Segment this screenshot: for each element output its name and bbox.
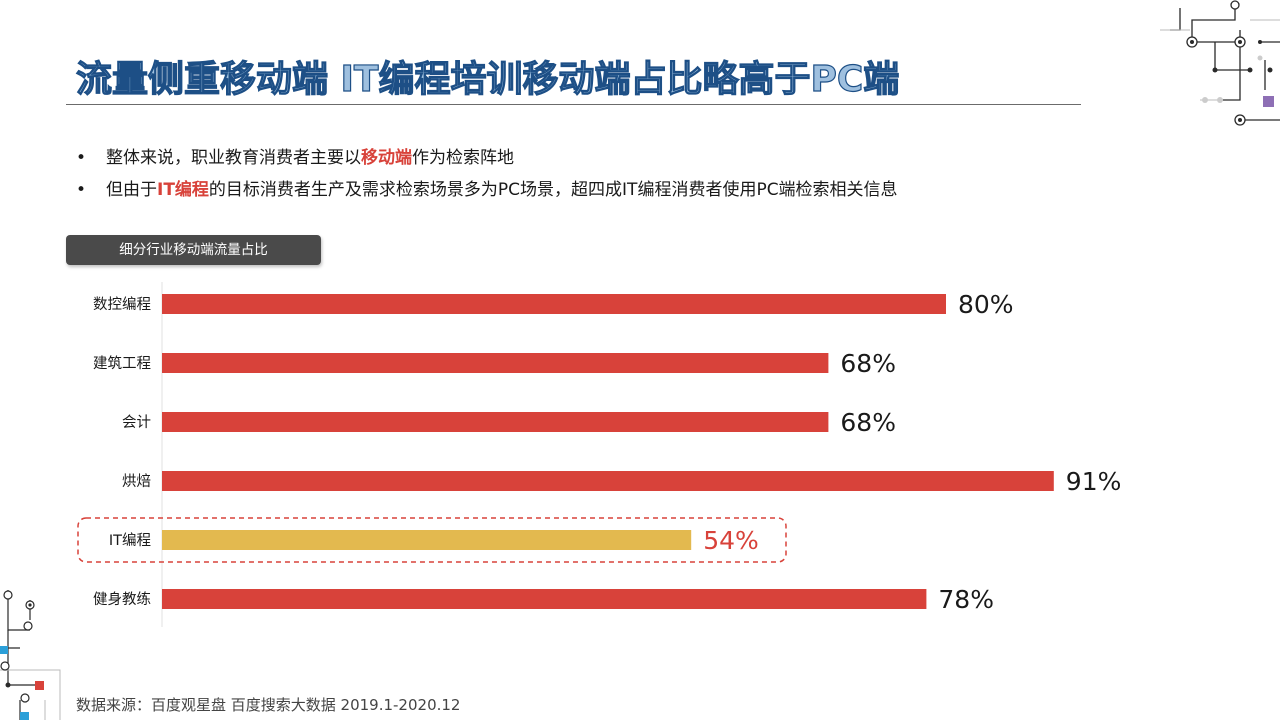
value-label: 54%	[703, 526, 759, 555]
category-label: 建筑工程	[93, 355, 151, 372]
bullet-highlight: 移动端	[361, 148, 412, 168]
data-source-note: 数据来源：百度观星盘 百度搜索大数据 2019.1-2020.12	[76, 696, 461, 714]
bullet-text: 但由于IT编程的目标消费者生产及需求检索场景多为PC场景，超四成IT编程消费者使…	[106, 178, 898, 202]
bullet-text-suffix: 的目标消费者生产及需求检索场景多为PC场景，超四成IT编程消费者使用PC端检索相…	[208, 180, 898, 200]
circuit-decoration-top-right	[1160, 0, 1280, 126]
category-label: IT编程	[109, 532, 151, 549]
category-label: 会计	[122, 414, 151, 431]
bullet-highlight: IT编程	[157, 180, 209, 200]
bullet-dot: •	[76, 180, 87, 200]
title-divider	[66, 104, 1081, 105]
category-label: 健身教练	[93, 591, 151, 608]
page-title: 流量侧重移动端 IT编程培训移动端占比略高于PC端	[75, 58, 900, 100]
circuit-decoration-bottom-left	[0, 590, 61, 720]
value-label: 80%	[958, 290, 1014, 319]
bar-4	[162, 471, 1054, 491]
bar-5	[162, 530, 692, 550]
bar-6	[162, 589, 927, 609]
value-label: 78%	[938, 585, 994, 614]
category-label: 烘焙	[122, 473, 151, 490]
highlight-box	[77, 517, 787, 563]
value-label: 68%	[840, 408, 896, 437]
bullet-text: 整体来说，职业教育消费者主要以移动端作为检索阵地	[106, 146, 514, 170]
bar-3	[162, 412, 829, 432]
bar-1	[162, 294, 946, 314]
bullet-text-prefix: 但由于	[106, 180, 157, 200]
category-label: 数控编程	[93, 296, 151, 313]
value-label: 68%	[840, 349, 896, 378]
value-label: 91%	[1066, 467, 1122, 496]
bullet-dot: •	[76, 148, 87, 168]
bar-2	[162, 353, 829, 373]
bullet-text-prefix: 整体来说，职业教育消费者主要以	[106, 148, 361, 168]
bullet-text-suffix: 作为检索阵地	[412, 148, 514, 168]
chart-title-tag: 细分行业移动端流量占比	[66, 235, 321, 265]
